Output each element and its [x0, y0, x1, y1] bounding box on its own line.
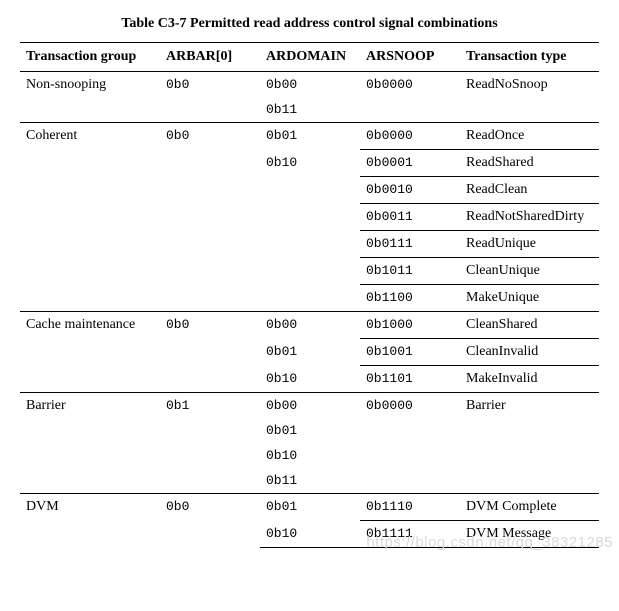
cell-type: CleanUnique — [460, 258, 599, 285]
cell-ardomain: 0b10 — [260, 150, 360, 177]
cell-ardomain: 0b11 — [260, 468, 360, 494]
cell-arbar: 0b0 — [160, 72, 260, 123]
cell-group: Non-snooping — [20, 72, 160, 123]
cell-arsnoop: 0b0000 — [360, 393, 460, 494]
cell-group: Barrier — [20, 393, 160, 494]
cell-ardomain: 0b10 — [260, 443, 360, 468]
cell-arsnoop: 0b0010 — [360, 177, 460, 204]
cell-arsnoop: 0b1000 — [360, 312, 460, 339]
cell-type: MakeInvalid — [460, 366, 599, 393]
cell-type: ReadShared — [460, 150, 599, 177]
cell-type: CleanShared — [460, 312, 599, 339]
cell-ardomain: 0b00 — [260, 72, 360, 98]
cell-ardomain: 0b01 — [260, 339, 360, 366]
col-transaction-group: Transaction group — [20, 43, 160, 72]
table-caption: Table C3-7 Permitted read address contro… — [20, 16, 599, 32]
cell-ardomain: 0b01 — [260, 494, 360, 521]
cell-arsnoop: 0b1100 — [360, 285, 460, 312]
cell-arsnoop: 0b0000 — [360, 123, 460, 150]
cell-arsnoop: 0b0011 — [360, 204, 460, 231]
cell-arsnoop: 0b1001 — [360, 339, 460, 366]
cell-arsnoop: 0b1011 — [360, 258, 460, 285]
cell-arbar: 0b0 — [160, 312, 260, 393]
cell-group: DVM — [20, 494, 160, 548]
cell-ardomain: 0b10 — [260, 521, 360, 548]
cell-ardomain: 0b00 — [260, 312, 360, 339]
cell-type: DVM Complete — [460, 494, 599, 521]
table-row: Coherent 0b0 0b01 0b0000 ReadOnce — [20, 123, 599, 150]
cell-ardomain: 0b01 — [260, 123, 360, 150]
cell-arsnoop: 0b1101 — [360, 366, 460, 393]
cell-type: DVM Message — [460, 521, 599, 548]
cell-arsnoop: 0b1110 — [360, 494, 460, 521]
cell-arbar: 0b1 — [160, 393, 260, 494]
col-transaction-type: Transaction type — [460, 43, 599, 72]
cell-arbar: 0b0 — [160, 123, 260, 312]
table-row: DVM 0b0 0b01 0b1110 DVM Complete — [20, 494, 599, 521]
cell-arbar: 0b0 — [160, 494, 260, 548]
cell-ardomain: 0b10 — [260, 366, 360, 393]
cell-type: CleanInvalid — [460, 339, 599, 366]
cell-ardomain: 0b01 — [260, 418, 360, 443]
cell-type: MakeUnique — [460, 285, 599, 312]
cell-type: ReadClean — [460, 177, 599, 204]
col-arbar: ARBAR[0] — [160, 43, 260, 72]
cell-arsnoop: 0b0001 — [360, 150, 460, 177]
table-row: Non-snooping 0b0 0b00 0b0000 ReadNoSnoop — [20, 72, 599, 98]
cell-group: Cache maintenance — [20, 312, 160, 393]
cell-group: Coherent — [20, 123, 160, 312]
col-ardomain: ARDOMAIN — [260, 43, 360, 72]
cell-arsnoop: 0b0111 — [360, 231, 460, 258]
cell-ardomain: 0b11 — [260, 97, 360, 123]
signal-table: Transaction group ARBAR[0] ARDOMAIN ARSN… — [20, 42, 599, 548]
cell-type: ReadNoSnoop — [460, 72, 599, 123]
cell-type: Barrier — [460, 393, 599, 494]
table-row: Barrier 0b1 0b00 0b0000 Barrier — [20, 393, 599, 419]
cell-type: ReadNotSharedDirty — [460, 204, 599, 231]
cell-type: ReadOnce — [460, 123, 599, 150]
cell-arsnoop: 0b1111 — [360, 521, 460, 548]
cell-ardomain: 0b00 — [260, 393, 360, 419]
col-arsnoop: ARSNOOP — [360, 43, 460, 72]
cell-type: ReadUnique — [460, 231, 599, 258]
table-row: Cache maintenance 0b0 0b00 0b1000 CleanS… — [20, 312, 599, 339]
table-header-row: Transaction group ARBAR[0] ARDOMAIN ARSN… — [20, 43, 599, 72]
cell-arsnoop: 0b0000 — [360, 72, 460, 123]
